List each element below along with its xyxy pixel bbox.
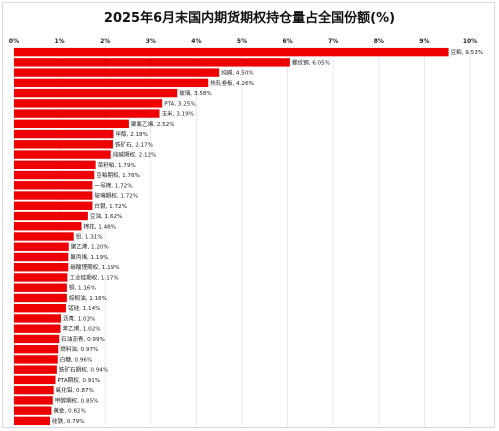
bar-label: 热轧卷板, 4.26%: [210, 79, 254, 87]
bar: [14, 47, 449, 57]
bar-label: 氧化铝, 0.87%: [56, 386, 94, 394]
chart-title: 2025年6月末国内期货期权持仓量占全国份额(%): [103, 11, 396, 26]
x-tick-label: 8%: [374, 38, 384, 45]
x-tick-label: 1%: [55, 38, 65, 45]
bar: [14, 181, 93, 190]
bar: [14, 232, 74, 241]
bar-label: 铝, 1.31%: [76, 233, 103, 241]
bar: [14, 334, 60, 344]
bar: [14, 78, 209, 88]
bar-label: 螺纹钢, 6.05%: [292, 58, 330, 66]
x-tick-label: 7%: [328, 38, 338, 45]
bar: [14, 109, 160, 118]
bar: [14, 344, 59, 354]
bar-label: 锰硅, 1.14%: [68, 304, 101, 312]
bar: [14, 150, 111, 159]
bar-label: 棉花, 1.48%: [83, 222, 116, 230]
bar-label: 苯乙烯, 1.02%: [63, 325, 101, 333]
bar: [14, 385, 54, 395]
bar-label: 豆油, 1.62%: [90, 212, 123, 220]
bar-labels: 豆粕, 9.53% 螺纹钢, 6.05% 纯碱, 4.50% 热轧卷板, 4.26% 玻…: [52, 48, 483, 425]
bar: [14, 68, 220, 77]
bar-label: 聚氯乙烯, 2.52%: [131, 120, 175, 128]
grid-lines: [13, 47, 471, 426]
bar: [14, 396, 53, 405]
bar: [14, 416, 51, 426]
bar-label: 沥青, 1.03%: [63, 314, 96, 322]
bar: [14, 355, 58, 364]
bar-label: 玉米, 3.19%: [161, 110, 194, 118]
x-tick-labels: 0% 1% 2% 3% 4% 5% 6% 7% 8% 9% 10%: [9, 38, 477, 45]
bar-label: 铁矿石, 2.17%: [115, 140, 153, 148]
x-tick-label: 6%: [283, 38, 293, 45]
bar-label: 工业硅期权, 1.17%: [69, 273, 118, 281]
bar: [14, 201, 93, 210]
bar: [14, 88, 178, 98]
bar: [14, 58, 290, 67]
bar: [14, 283, 67, 292]
bar-label: PTA期权, 0.91%: [57, 376, 100, 384]
bar: [14, 365, 57, 374]
bar-label: 黄金, 0.82%: [53, 407, 86, 415]
bar-label: 白糖, 0.96%: [60, 355, 93, 363]
bar-label: 玻璃期权, 1.72%: [94, 192, 138, 200]
bar: [14, 242, 69, 251]
bar: [14, 273, 68, 282]
bar-label: 豆粕期权, 1.76%: [96, 171, 140, 179]
bar-label: 玻璃, 3.58%: [179, 89, 212, 97]
bar-label: PTA, 3.25%: [164, 101, 196, 107]
x-tick-label: 3%: [146, 38, 156, 45]
bar-label: 燃料油, 0.97%: [60, 345, 98, 353]
bar: [14, 160, 96, 169]
x-tick-label: 0%: [9, 38, 19, 45]
x-tick-label: 10%: [463, 38, 477, 45]
x-tick-label: 4%: [191, 38, 201, 45]
bar-label: 聚乙烯, 1.20%: [71, 243, 109, 251]
bar-label: 铁矿石期权, 0.94%: [59, 366, 108, 374]
bar: [14, 406, 52, 415]
bar: [14, 314, 61, 323]
bar: [14, 191, 93, 200]
bar-label: 甲醇期权, 0.85%: [55, 396, 99, 404]
bar: [14, 263, 69, 272]
bar: [14, 140, 113, 149]
bar: [14, 170, 95, 180]
x-tick-label: 5%: [237, 38, 247, 45]
bar: [14, 119, 129, 129]
x-tick-label: 2%: [100, 38, 110, 45]
bar-label: 石油沥青, 0.99%: [61, 335, 105, 343]
bar-label: 甲醇, 2.18%: [115, 130, 148, 138]
bar: [14, 324, 61, 333]
bar: [14, 293, 67, 303]
bar-label: 一号棉, 1.72%: [94, 181, 132, 189]
bar-label: 硅铁, 0.79%: [52, 417, 85, 425]
bar-label: 聚丙烯, 1.19%: [70, 253, 108, 261]
bars: [14, 47, 449, 426]
bar: [14, 304, 66, 313]
bar: [14, 129, 114, 139]
bar-label: 铜, 1.16%: [69, 284, 96, 292]
bar-label: 棕榈油, 1.16%: [69, 294, 107, 302]
bar: [14, 252, 69, 262]
bar: [14, 99, 163, 108]
bar-label: 纯碱, 4.50%: [221, 69, 254, 77]
bar: [14, 375, 56, 385]
bar: [14, 222, 82, 231]
bar-label: 碳酸锂期权, 1.19%: [70, 263, 119, 271]
bar-label: 豆粕, 9.53%: [451, 48, 484, 56]
bar-label: 纯碱期权, 2.12%: [113, 151, 157, 159]
bar: [14, 211, 88, 221]
bar-label: 白银, 1.72%: [94, 202, 127, 210]
x-tick-label: 9%: [419, 38, 429, 45]
bar-label: 菜籽粕, 1.79%: [98, 161, 136, 169]
